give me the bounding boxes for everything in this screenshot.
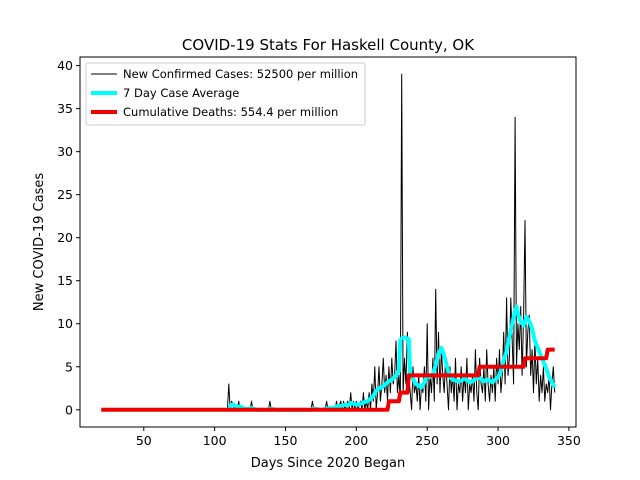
series-layer	[101, 73, 557, 412]
y-tick-label: 20	[57, 230, 73, 245]
y-tick-label: 10	[57, 316, 73, 331]
x-tick-label: 50	[136, 433, 152, 448]
y-tick-label: 15	[57, 273, 73, 288]
y-tick-label: 0	[65, 402, 73, 417]
y-tick-label: 30	[57, 144, 73, 159]
y-tick-label: 5	[65, 359, 73, 374]
y-tick-label: 40	[57, 58, 73, 73]
y-axis: 0 5 10 15 20 25 30 35 40	[57, 58, 80, 417]
x-tick-label: 350	[557, 433, 581, 448]
legend-label-2: 7 Day Case Average	[123, 86, 239, 100]
x-axis: 50 100 150 200 250 300 350	[136, 427, 581, 448]
series-line-3	[101, 347, 555, 412]
x-axis-label: Days Since 2020 Began	[251, 456, 406, 471]
legend-label-3: Cumulative Deaths: 554.4 per million	[123, 105, 338, 119]
y-tick-label: 25	[57, 187, 73, 202]
y-axis-label: New COVID-19 Cases	[32, 173, 47, 311]
x-tick-label: 200	[344, 433, 368, 448]
y-tick-label: 35	[57, 101, 73, 116]
plot-frame	[79, 56, 577, 428]
legend-label-1: New Confirmed Cases: 52500 per million	[123, 67, 358, 81]
x-tick-label: 150	[274, 433, 298, 448]
x-tick-label: 100	[203, 433, 227, 448]
x-tick-label: 300	[486, 433, 510, 448]
x-tick-label: 250	[415, 433, 439, 448]
legend-box	[85, 62, 366, 126]
chart-title: COVID-19 Stats For Haskell County, OK	[182, 36, 475, 54]
legend: New Confirmed Cases: 52500 per million 7 …	[85, 62, 366, 126]
